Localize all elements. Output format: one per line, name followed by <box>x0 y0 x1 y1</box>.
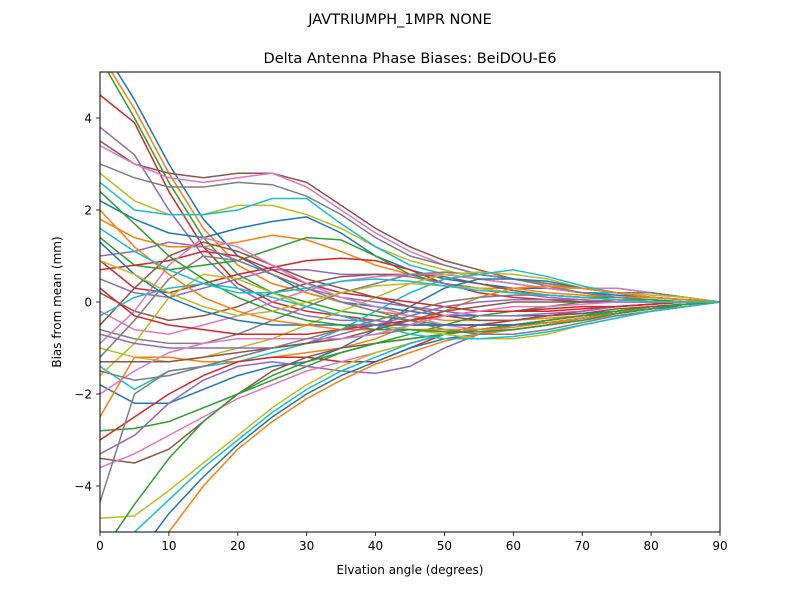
x-tick-label: 80 <box>643 539 658 553</box>
chart-title: Delta Antenna Phase Biases: BeiDOU-E6 <box>264 51 557 67</box>
x-tick-label: 20 <box>230 539 245 553</box>
series-line-s43 <box>100 191 720 333</box>
x-axis-label: Elvation angle (degrees) <box>337 563 484 577</box>
y-tick-label: 4 <box>84 112 92 126</box>
y-axis: −4 −2 0 2 4 <box>74 112 100 494</box>
x-tick-label: 60 <box>506 539 521 553</box>
x-tick-label: 50 <box>437 539 452 553</box>
y-tick-label: −2 <box>74 388 92 402</box>
series-line-s36 <box>100 241 720 326</box>
x-tick-label: 70 <box>575 539 590 553</box>
series-line-s47 <box>100 301 720 395</box>
x-tick-label: 10 <box>161 539 176 553</box>
y-tick-label: 2 <box>84 204 92 218</box>
y-axis-label: Bias from mean (mm) <box>50 236 64 367</box>
x-axis: 0 10 20 30 40 50 60 70 80 90 <box>96 532 728 553</box>
series-lines <box>100 72 720 532</box>
figure-suptitle: JAVTRIUMPH_1MPR NONE <box>307 12 492 28</box>
series-line-s50 <box>100 227 720 303</box>
x-tick-label: 30 <box>299 539 314 553</box>
y-tick-label: −4 <box>74 480 92 494</box>
x-tick-label: 0 <box>96 539 104 553</box>
series-line-s07 <box>100 144 720 303</box>
x-tick-label: 40 <box>368 539 383 553</box>
series-line-s33 <box>114 301 720 532</box>
y-tick-label: 0 <box>84 296 92 310</box>
x-tick-label: 90 <box>712 539 727 553</box>
